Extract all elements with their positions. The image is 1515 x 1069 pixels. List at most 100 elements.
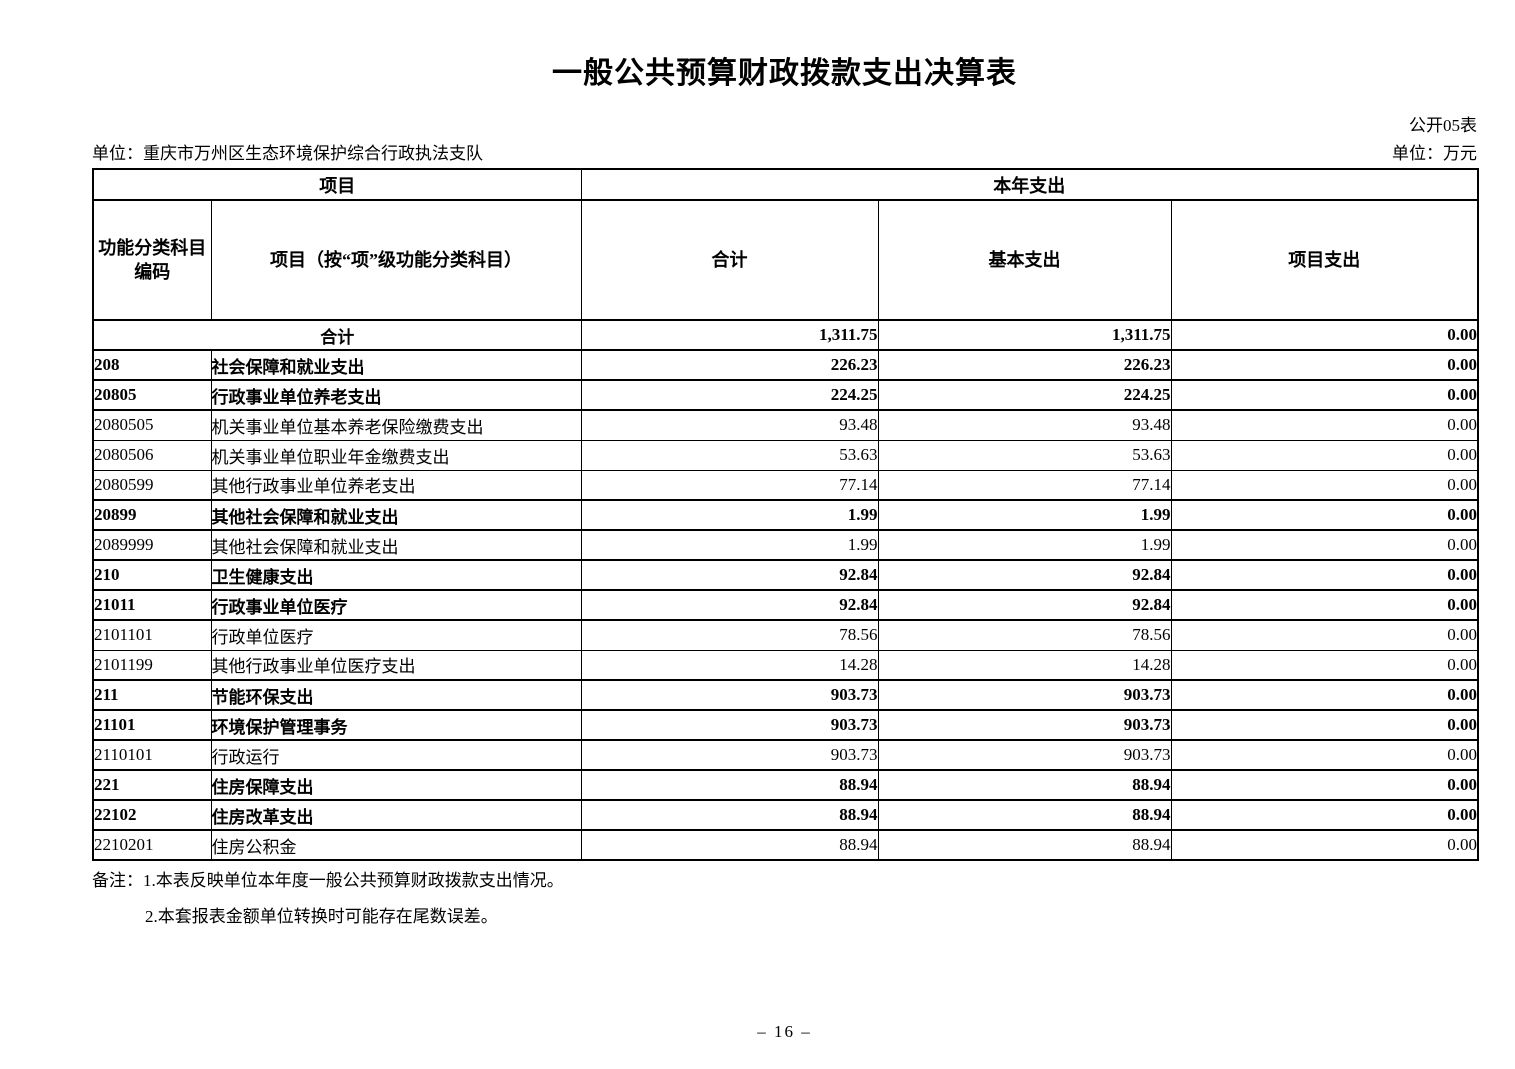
basic-expenditure-cell: 226.23: [877, 349, 1172, 381]
table-row: 20899 其他社会保障和就业支出 1.99 1.99 0.00: [92, 499, 1479, 531]
code-cell: 2101101: [92, 619, 212, 651]
project-expenditure-cell: 0.00: [1170, 379, 1479, 411]
code-cell: 22102: [92, 799, 212, 831]
basic-expenditure-cell: 93.48: [877, 409, 1172, 441]
total-cell: 226.23: [580, 349, 879, 381]
project-expenditure-cell: 0.00: [1170, 439, 1479, 471]
basic-expenditure-cell: 92.84: [877, 559, 1172, 591]
page-number: – 16 –: [757, 1022, 812, 1041]
total-cell: 224.25: [580, 379, 879, 411]
table-row: 2110101 行政运行 903.73 903.73 0.00: [92, 739, 1479, 771]
basic-expenditure-cell: 1,311.75: [877, 319, 1172, 351]
basic-expenditure-cell: 1.99: [877, 499, 1172, 531]
item-cell: 卫生健康支出: [210, 559, 582, 591]
budget-table: 项目 本年支出 功能分类科目 编码 项目（按“项”级功能分类科目） 合计 基本支…: [92, 168, 1479, 861]
table-row: 21101 环境保护管理事务 903.73 903.73 0.00: [92, 709, 1479, 741]
document-page: 一般公共预算财政拨款支出决算表 公开05表 单位：重庆市万州区生态环境保护综合行…: [92, 0, 1479, 927]
table-code-label: 公开05表: [1409, 116, 1477, 135]
total-cell: 78.56: [580, 619, 879, 651]
project-expenditure-cell: 0.00: [1170, 739, 1479, 771]
header-current-year-group: 本年支出: [580, 168, 1479, 201]
project-expenditure-cell: 0.00: [1170, 529, 1479, 561]
header-col-total: 合计: [580, 199, 879, 321]
item-cell: 其他行政事业单位养老支出: [210, 469, 582, 501]
note-line: 2.本套报表金额单位转换时可能存在尾数误差。: [145, 907, 498, 926]
note-line: 备注：1.本表反映单位本年度一般公共预算财政拨款支出情况。: [92, 871, 564, 890]
item-cell: 行政单位医疗: [210, 619, 582, 651]
total-cell: 1.99: [580, 529, 879, 561]
table-row: 合计 1,311.75 1,311.75 0.00: [92, 319, 1479, 351]
total-cell: 1.99: [580, 499, 879, 531]
project-expenditure-cell: 0.00: [1170, 409, 1479, 441]
table-row: 2101101 行政单位医疗 78.56 78.56 0.00: [92, 619, 1479, 651]
table-row: 2101199 其他行政事业单位医疗支出 14.28 14.28 0.00: [92, 649, 1479, 681]
total-cell: 77.14: [580, 469, 879, 501]
project-expenditure-cell: 0.00: [1170, 829, 1479, 861]
table-row: 211 节能环保支出 903.73 903.73 0.00: [92, 679, 1479, 711]
project-expenditure-cell: 0.00: [1170, 649, 1479, 681]
item-cell: 其他社会保障和就业支出: [210, 499, 582, 531]
total-cell: 92.84: [580, 589, 879, 621]
code-cell: 221: [92, 769, 212, 801]
project-expenditure-cell: 0.00: [1170, 709, 1479, 741]
item-cell: 其他行政事业单位医疗支出: [210, 649, 582, 681]
basic-expenditure-cell: 903.73: [877, 709, 1172, 741]
total-cell: 903.73: [580, 739, 879, 771]
basic-expenditure-cell: 903.73: [877, 739, 1172, 771]
code-cell: 2080506: [92, 439, 212, 471]
unit-info-row: 单位：重庆市万州区生态环境保护综合行政执法支队 单位：万元: [92, 144, 1477, 164]
code-cell: 21101: [92, 709, 212, 741]
item-cell: 行政事业单位医疗: [210, 589, 582, 621]
table-row: 2080506 机关事业单位职业年金缴费支出 53.63 53.63 0.00: [92, 439, 1479, 471]
project-expenditure-cell: 0.00: [1170, 769, 1479, 801]
basic-expenditure-cell: 88.94: [877, 769, 1172, 801]
basic-expenditure-cell: 88.94: [877, 799, 1172, 831]
basic-expenditure-cell: 53.63: [877, 439, 1172, 471]
total-cell: 903.73: [580, 679, 879, 711]
currency-unit-label: 单位：万元: [1392, 144, 1477, 163]
item-cell: 住房改革支出: [210, 799, 582, 831]
code-cell: 2080599: [92, 469, 212, 501]
table-row: 2080505 机关事业单位基本养老保险缴费支出 93.48 93.48 0.00: [92, 409, 1479, 441]
code-cell: 2101199: [92, 649, 212, 681]
total-cell: 903.73: [580, 709, 879, 741]
total-cell: 88.94: [580, 769, 879, 801]
header-label-row: 功能分类科目 编码 项目（按“项”级功能分类科目） 合计 基本支出 项目支出: [92, 199, 1479, 321]
basic-expenditure-cell: 14.28: [877, 649, 1172, 681]
total-cell: 93.48: [580, 409, 879, 441]
org-unit-label: 单位：重庆市万州区生态环境保护综合行政执法支队: [92, 144, 483, 163]
table-row: 221 住房保障支出 88.94 88.94 0.00: [92, 769, 1479, 801]
item-cell: 合计: [92, 319, 582, 351]
code-cell: 2089999: [92, 529, 212, 561]
table-row: 2210201 住房公积金 88.94 88.94 0.00: [92, 829, 1479, 861]
page-title: 一般公共预算财政拨款支出决算表: [552, 57, 1017, 90]
header-project-group: 项目: [92, 168, 582, 201]
basic-expenditure-cell: 903.73: [877, 679, 1172, 711]
project-expenditure-cell: 0.00: [1170, 469, 1479, 501]
header-col-function-code-line1: 功能分类科目: [98, 238, 207, 258]
project-expenditure-cell: 0.00: [1170, 589, 1479, 621]
project-expenditure-cell: 0.00: [1170, 679, 1479, 711]
code-cell: 21011: [92, 589, 212, 621]
table-row: 22102 住房改革支出 88.94 88.94 0.00: [92, 799, 1479, 831]
header-col-basic-expenditure: 基本支出: [877, 199, 1172, 321]
header-col-project-expenditure: 项目支出: [1170, 199, 1479, 321]
code-cell: 2210201: [92, 829, 212, 861]
header-col-function-code: 功能分类科目 编码: [92, 199, 212, 321]
table-row: 208 社会保障和就业支出 226.23 226.23 0.00: [92, 349, 1479, 381]
item-cell: 住房公积金: [210, 829, 582, 861]
table-body: 合计 1,311.75 1,311.75 0.00 208 社会保障和就业支出 226.23…: [92, 319, 1479, 861]
item-cell: 其他社会保障和就业支出: [210, 529, 582, 561]
item-cell: 节能环保支出: [210, 679, 582, 711]
item-cell: 环境保护管理事务: [210, 709, 582, 741]
basic-expenditure-cell: 92.84: [877, 589, 1172, 621]
code-cell: 2110101: [92, 739, 212, 771]
header-group-row: 项目 本年支出: [92, 168, 1479, 201]
code-cell: 20899: [92, 499, 212, 531]
item-cell: 机关事业单位职业年金缴费支出: [210, 439, 582, 471]
total-cell: 1,311.75: [580, 319, 879, 351]
item-cell: 行政事业单位养老支出: [210, 379, 582, 411]
project-expenditure-cell: 0.00: [1170, 619, 1479, 651]
item-cell: 机关事业单位基本养老保险缴费支出: [210, 409, 582, 441]
code-cell: 208: [92, 349, 212, 381]
